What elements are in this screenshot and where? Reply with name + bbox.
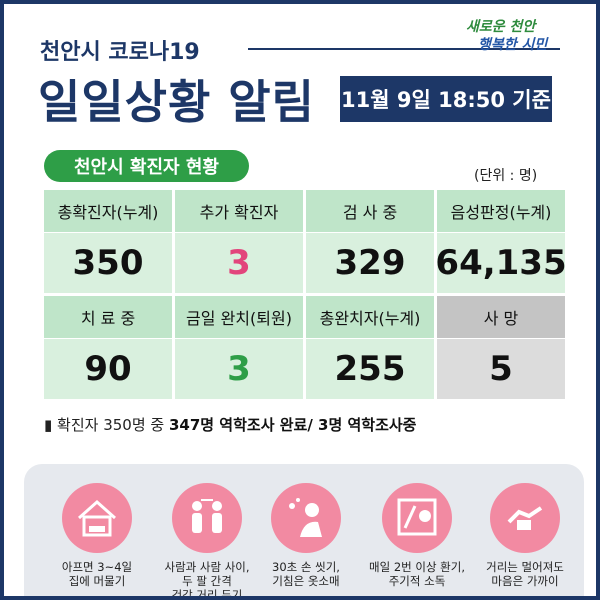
tip: 아프면 3~4일 집에 머물기	[39, 482, 155, 588]
header-cell: 사 망	[437, 296, 565, 338]
tip: 매일 2번 이상 환기, 주기적 소독	[359, 482, 475, 588]
tip-icon	[490, 483, 560, 553]
value-cell: 350	[44, 233, 172, 293]
logo: 새로운 천안 행복한 시민	[466, 18, 566, 54]
value-cell: 329	[306, 233, 434, 293]
tip-text: 아프면 3~4일	[61, 560, 133, 574]
logo-line: 행복한 시민	[478, 37, 548, 53]
unit: (단위 : 명)	[474, 168, 538, 184]
header-cell: 추가 확진자	[175, 190, 303, 232]
tip-text: 마음은 가까이	[491, 574, 559, 588]
note-bold: 347명 역학조사 완료/ 3명 역학조사중	[168, 416, 417, 434]
section-title: 천안시 확진자 현황	[44, 150, 249, 182]
tip: 30초 손 씻기, 기침은 옷소매	[248, 482, 364, 588]
tip-text: 거리는 멀어져도	[486, 560, 564, 574]
value-cell: 5	[437, 339, 565, 399]
value-cell: 255	[306, 339, 434, 399]
date-box: 11월 9일 18:50 기준	[340, 76, 552, 122]
header-cell: 검 사 중	[306, 190, 434, 232]
headline: 일일상황 알림	[38, 75, 315, 129]
value-cell: 90	[44, 339, 172, 399]
header-cell: 총확진자(누계)	[44, 190, 172, 232]
value-cell: 3	[175, 339, 303, 399]
header-cell: 음성판정(누계)	[437, 190, 565, 232]
value-cell: 64,135	[435, 233, 567, 293]
tip-text: 30초 손 씻기,	[272, 560, 340, 574]
tip-text: 주기적 소독	[388, 574, 446, 588]
logo-line: 새로운 천안	[466, 19, 536, 35]
tip-icon	[382, 483, 452, 553]
tip-text: 기침은 옷소매	[272, 574, 340, 588]
note: ▮ 확진자 350명 중 347명 역학조사 완료/ 3명 역학조사중	[44, 416, 417, 434]
tip-icon	[172, 483, 242, 553]
value-cell: 3	[175, 233, 303, 293]
rule	[248, 48, 560, 50]
kicker: 천안시 코로나19	[40, 40, 200, 65]
tip-icon	[62, 483, 132, 553]
tip-text: 사람과 사람 사이,	[164, 560, 250, 574]
tip-text: 집에 머물기	[68, 574, 126, 588]
tip-icon	[271, 483, 341, 553]
tip-text: 매일 2번 이상 환기,	[369, 560, 465, 574]
tip: 사람과 사람 사이, 두 팔 간격 건강 거리 두기	[149, 482, 265, 600]
note-text: 확진자 350명 중	[57, 416, 169, 434]
header-cell: 총완치자(누계)	[306, 296, 434, 338]
header-cell: 치 료 중	[44, 296, 172, 338]
tip-text: 건강 거리 두기	[171, 588, 243, 600]
header-cell: 금일 완치(퇴원)	[175, 296, 303, 338]
tip-text: 두 팔 간격	[182, 574, 232, 588]
tip: 거리는 멀어져도 마음은 가까이	[467, 482, 583, 588]
